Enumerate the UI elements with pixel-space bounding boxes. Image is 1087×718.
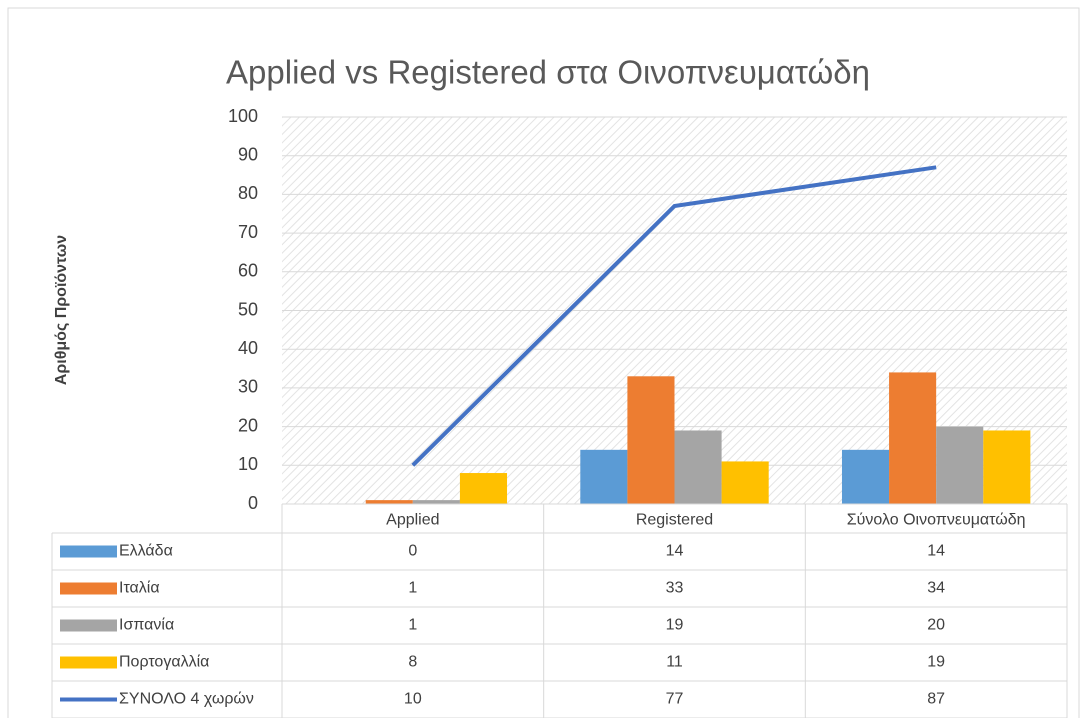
legend-label: ΣΥΝΟΛΟ 4 χωρών [119,691,254,708]
bar [627,376,675,504]
y-tick-label: 30 [238,377,258,397]
bar [459,473,508,504]
x-tick-label: Registered [636,512,713,529]
table-value: 77 [666,691,684,708]
table-value: 20 [927,617,945,634]
legend-key [60,656,117,669]
table-value: 34 [927,580,945,597]
y-tick-label: 50 [238,299,258,319]
table-value: 10 [404,691,422,708]
table-value: 1 [408,617,417,634]
table-value: 87 [927,691,945,708]
legend-key [60,545,117,558]
table-value: 1 [408,580,417,597]
y-tick-label: 100 [228,106,258,126]
legend-label: Πορτογαλλία [119,654,209,671]
table-value: 8 [408,654,417,671]
table-value: 11 [666,654,683,671]
legend-key [60,619,117,632]
legend-label: Ελλάδα [119,543,173,560]
table-value: 14 [666,543,684,560]
bar [936,426,984,504]
y-tick-label: 60 [238,261,258,281]
chart-title: Applied vs Registered στα Οινοπνευματώδη [226,54,870,91]
table-value: 19 [927,654,945,671]
legend-key [60,582,117,595]
x-tick-label: Σύνολο Οινοπνευματώδη [847,512,1026,529]
y-tick-label: 10 [238,454,258,474]
bar [674,430,722,504]
y-tick-label: 0 [248,493,258,513]
bar [721,461,769,504]
table-value: 0 [408,543,417,560]
bar [365,500,413,504]
y-axis-label: Αριθμός Προϊόντων [53,235,70,385]
line-series [411,165,937,467]
bar [889,372,937,504]
bar [580,449,628,504]
y-tick-label: 20 [238,415,258,435]
x-tick-label: Applied [386,512,439,529]
bar [983,430,1031,504]
table-value: 14 [927,543,945,560]
bar [841,449,890,504]
table-value: 19 [666,617,684,634]
table-value: 33 [666,580,684,597]
y-tick-label: 90 [238,144,258,164]
legend-label: Ιταλία [119,580,160,597]
y-tick-label: 70 [238,222,258,242]
y-tick-label: 40 [238,338,258,358]
legend-label: Ισπανία [119,617,174,634]
y-tick-label: 80 [238,183,258,203]
bar [412,500,460,504]
